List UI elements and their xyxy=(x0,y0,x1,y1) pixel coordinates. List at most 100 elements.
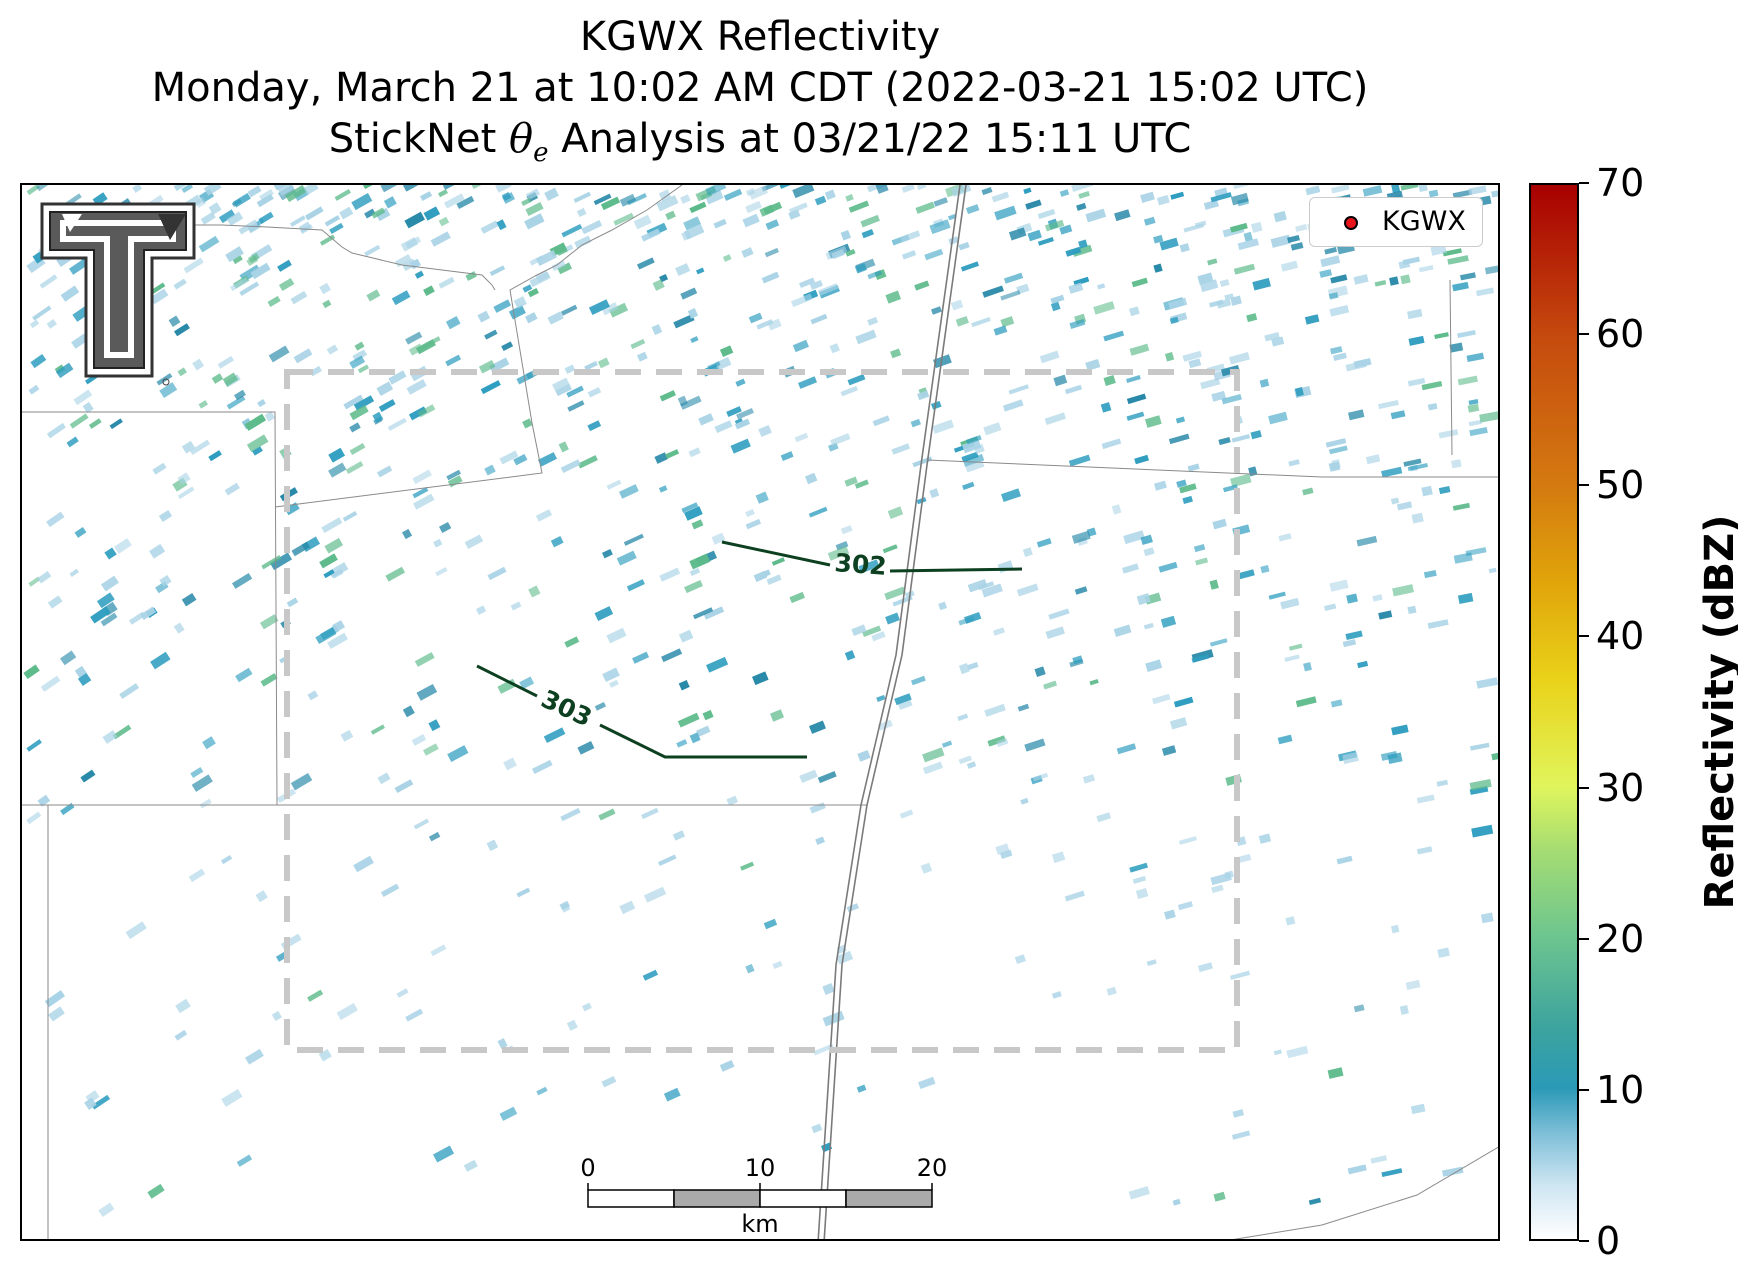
echo-pixel xyxy=(844,650,856,661)
echo-pixel xyxy=(1182,350,1202,362)
echo-pixel xyxy=(745,508,755,518)
echo-pixel xyxy=(230,277,249,292)
echo-pixel xyxy=(576,207,587,218)
echo-pixel xyxy=(1353,357,1372,369)
echo-pixel xyxy=(30,353,47,369)
echo-pixel xyxy=(1345,630,1363,641)
echo-pixel xyxy=(567,400,585,412)
echo-pixel xyxy=(894,693,912,706)
echo-pixel xyxy=(1136,593,1151,606)
echo-pixel xyxy=(349,355,366,369)
scale-tick-0: 0 xyxy=(580,1154,596,1182)
echo-pixel xyxy=(1273,1049,1282,1056)
echo-pixel xyxy=(916,185,927,191)
echo-pixel xyxy=(1407,605,1417,615)
echo-pixel xyxy=(405,236,422,249)
echo-pixel xyxy=(1069,318,1086,330)
echo-pixel xyxy=(1140,534,1153,545)
echo-pixel xyxy=(1325,438,1347,448)
echo-pixel xyxy=(824,189,836,200)
echo-pixel xyxy=(965,460,985,473)
echo-pixel xyxy=(689,201,707,214)
echo-pixel xyxy=(351,192,373,211)
echo-pixel xyxy=(1132,875,1147,884)
echo-pixel xyxy=(1280,597,1300,610)
analysis-prefix: StickNet xyxy=(328,116,509,162)
echo-pixel xyxy=(502,192,516,204)
echo-pixel xyxy=(1001,488,1021,503)
echo-pixel xyxy=(1176,479,1187,488)
echo-pixel xyxy=(414,270,424,279)
echo-pixel xyxy=(619,900,636,915)
echo-pixel xyxy=(1370,1155,1388,1164)
echo-pixel xyxy=(1159,237,1179,251)
echo-pixel xyxy=(378,399,396,412)
echo-pixel xyxy=(825,245,848,260)
echo-pixel xyxy=(719,1059,735,1072)
echo-pixel xyxy=(250,262,271,280)
echo-pixel xyxy=(933,197,948,207)
echo-pixel xyxy=(814,195,827,206)
echo-pixel xyxy=(1074,586,1088,595)
echo-pixel xyxy=(69,568,80,577)
echo-pixel xyxy=(1391,924,1400,934)
echo-pixel xyxy=(1391,185,1401,194)
echo-pixel xyxy=(1469,742,1490,751)
echo-pixel xyxy=(433,1145,455,1163)
echo-pixel xyxy=(922,747,945,763)
echo-pixel xyxy=(1295,224,1308,233)
echo-pixel xyxy=(770,709,785,722)
echo-pixel xyxy=(463,1159,478,1172)
echo-pixel xyxy=(404,211,425,229)
echo-pixel xyxy=(1221,393,1242,405)
echo-pixel xyxy=(1111,504,1122,515)
echo-pixel xyxy=(772,960,783,970)
radar-map[interactable]: 302 303 xyxy=(20,183,1500,1241)
echo-pixel xyxy=(1450,459,1462,469)
theta-e-symbol: θe xyxy=(509,116,549,168)
echo-pixel xyxy=(584,360,598,371)
echo-pixel xyxy=(606,627,627,644)
echo-pixel xyxy=(1168,433,1190,445)
echo-pixel xyxy=(684,580,703,594)
echo-pixel xyxy=(759,204,775,217)
echo-pixel xyxy=(689,732,701,744)
echo-pixel xyxy=(735,378,746,387)
echo-pixel xyxy=(707,361,721,371)
echo-pixel xyxy=(1017,703,1030,712)
echo-pixel xyxy=(416,683,438,701)
echo-pixel xyxy=(46,318,57,329)
echo-pixel xyxy=(377,772,391,785)
echo-pixel xyxy=(1330,274,1348,284)
echo-pixel xyxy=(711,532,726,545)
echo-pixel xyxy=(1232,1109,1245,1118)
echo-pixel xyxy=(1211,884,1224,894)
echo-pixel xyxy=(364,244,381,257)
echo-pixel xyxy=(290,290,308,305)
echo-pixel xyxy=(678,629,694,643)
echo-pixel xyxy=(688,447,701,458)
echo-pixel xyxy=(1347,1164,1367,1175)
echo-pixel xyxy=(745,187,756,197)
echo-pixel xyxy=(723,188,743,201)
echo-pixel xyxy=(486,839,499,852)
county-line xyxy=(164,224,496,291)
texas-tech-logo xyxy=(40,202,196,386)
echo-pixel xyxy=(672,830,686,841)
echo-pixel xyxy=(260,673,278,687)
echo-pixel xyxy=(1043,680,1058,690)
echo-pixel xyxy=(1170,191,1185,200)
echo-pixel xyxy=(780,451,794,461)
echo-pixel xyxy=(1329,304,1350,317)
echo-pixel xyxy=(46,511,65,528)
echo-pixel xyxy=(1123,530,1145,545)
echo-pixel xyxy=(915,201,935,214)
echo-pixel xyxy=(1320,255,1341,268)
echo-pixel xyxy=(443,193,465,209)
echo-pixel xyxy=(1468,419,1482,427)
echo-pixel xyxy=(967,579,988,593)
echo-pixel xyxy=(413,493,435,510)
echo-pixel xyxy=(626,579,645,592)
echo-pixel xyxy=(680,287,698,300)
echo-pixel xyxy=(1434,332,1449,340)
